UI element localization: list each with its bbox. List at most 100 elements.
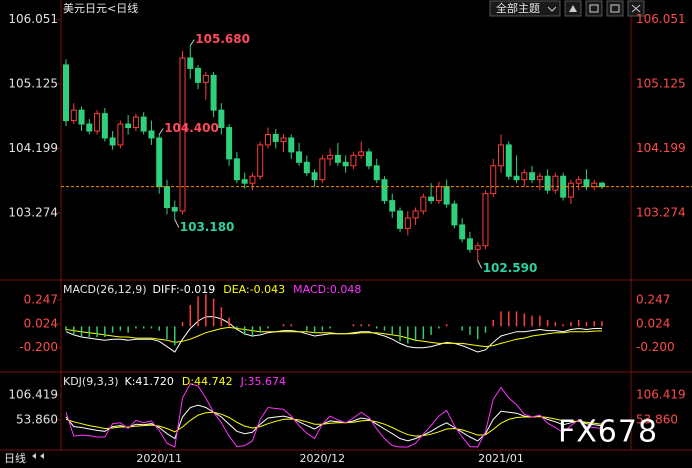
candle-body (490, 165, 497, 195)
candle-body (296, 151, 303, 163)
period-button[interactable]: 日线 (4, 451, 26, 465)
y-tick-label-right: 103.274 (636, 205, 686, 219)
candle-body (264, 134, 271, 146)
legend-entry: D:44.742 (182, 375, 233, 388)
legend-entry: MACD:0.048 (293, 283, 361, 296)
extreme-label: 105.680 (195, 32, 250, 46)
candle-body (288, 137, 295, 153)
extreme-pointer (174, 219, 180, 228)
candle-body (101, 113, 108, 139)
tool-icon[interactable] (606, 0, 624, 17)
candle-body (311, 172, 318, 181)
candle-body (319, 158, 326, 181)
candle-body (575, 179, 582, 184)
legend-entry: DIFF:-0.019 (153, 283, 216, 296)
y-tick-label-right: 106.051 (636, 12, 686, 26)
candle-body (132, 116, 139, 129)
y-tick-label: 106.419 (8, 387, 58, 401)
candle-body (583, 179, 590, 188)
extreme-label: 104.400 (164, 121, 219, 135)
legend-entry: K:41.720 (125, 375, 174, 388)
candle-body (202, 74, 209, 83)
candle-body (513, 175, 520, 181)
candle-body (350, 154, 357, 167)
candle-body (599, 182, 605, 188)
extreme-label: 102.590 (483, 261, 538, 275)
extreme-label: 103.180 (180, 220, 235, 234)
candle-body (163, 186, 170, 209)
candle-body (397, 210, 404, 229)
y-tick-label-right: 0.247 (636, 292, 670, 306)
icon-glyph (589, 4, 599, 13)
theme-button[interactable] (489, 0, 561, 17)
candle-body (187, 57, 194, 69)
candle-body (210, 74, 217, 111)
y-tick-label-right: 106.419 (636, 387, 686, 401)
y-tick-label: 105.125 (8, 77, 58, 91)
tool-icon[interactable] (585, 0, 603, 17)
candle-body (272, 134, 279, 142)
y-tick-label-right: 0.024 (636, 316, 670, 330)
candle-body (443, 186, 450, 205)
candle-body (552, 175, 559, 191)
candle-body (171, 207, 178, 212)
candle-body (218, 109, 225, 129)
candle-body (241, 179, 248, 184)
indicator-line (65, 316, 603, 353)
y-tick-label: -0.200 (19, 340, 58, 354)
candle-body (435, 186, 442, 202)
panel-title: MACD(26,12,9) (63, 283, 147, 296)
indicator-line (65, 383, 603, 448)
period-arrows (32, 453, 44, 459)
candle-body (334, 154, 341, 163)
candle-body (544, 175, 551, 191)
extreme-pointer (189, 39, 195, 46)
candle-body (365, 151, 372, 167)
candle-body (529, 172, 536, 181)
candle-body (404, 217, 411, 229)
legend-entry: DEA:-0.043 (223, 283, 285, 296)
candle-body (459, 224, 466, 240)
candle-body (257, 144, 264, 177)
dropdown-icon (547, 6, 557, 12)
candle-body (451, 203, 458, 226)
y-tick-label-right: 105.125 (636, 77, 686, 91)
candle-body (327, 154, 334, 160)
y-tick-label: 104.199 (8, 141, 58, 155)
chart-title: 美元日元<日线 (63, 1, 138, 15)
candle-body (125, 123, 132, 129)
candle-body (140, 116, 147, 132)
y-tick-label: 53.860 (16, 412, 58, 426)
candle-body (505, 144, 512, 177)
icon-glyph (569, 5, 577, 12)
extreme-pointer (477, 260, 483, 269)
candle-body (148, 130, 155, 139)
y-tick-label-right: -0.200 (636, 340, 675, 354)
candle-body (412, 210, 419, 219)
candle-body (342, 161, 349, 167)
y-tick-label: 0.247 (24, 292, 58, 306)
candle-body (381, 179, 388, 202)
y-tick-label: 103.274 (8, 205, 58, 219)
candle-body (179, 57, 186, 212)
indicator-line (65, 326, 603, 348)
theme-button-label[interactable]: 全部主题 (496, 1, 540, 15)
candle-body (70, 109, 77, 122)
legend-entry: J:35.674 (240, 375, 286, 388)
candle-body (474, 245, 481, 250)
candle-body (428, 196, 435, 202)
candle-body (280, 137, 287, 142)
candle-body (591, 182, 598, 188)
y-tick-label: 106.051 (8, 12, 58, 26)
candle-body (358, 151, 365, 156)
candle-body (389, 200, 396, 212)
y-tick-label-right: 104.199 (636, 141, 686, 155)
x-tick-label: 2020/12 (299, 452, 345, 465)
icon-glyph (610, 4, 620, 13)
candle-body (63, 64, 69, 122)
candle-body (482, 193, 489, 247)
y-tick-label-right: 53.860 (636, 412, 678, 426)
candle-body (195, 67, 202, 83)
candle-body (226, 127, 233, 160)
